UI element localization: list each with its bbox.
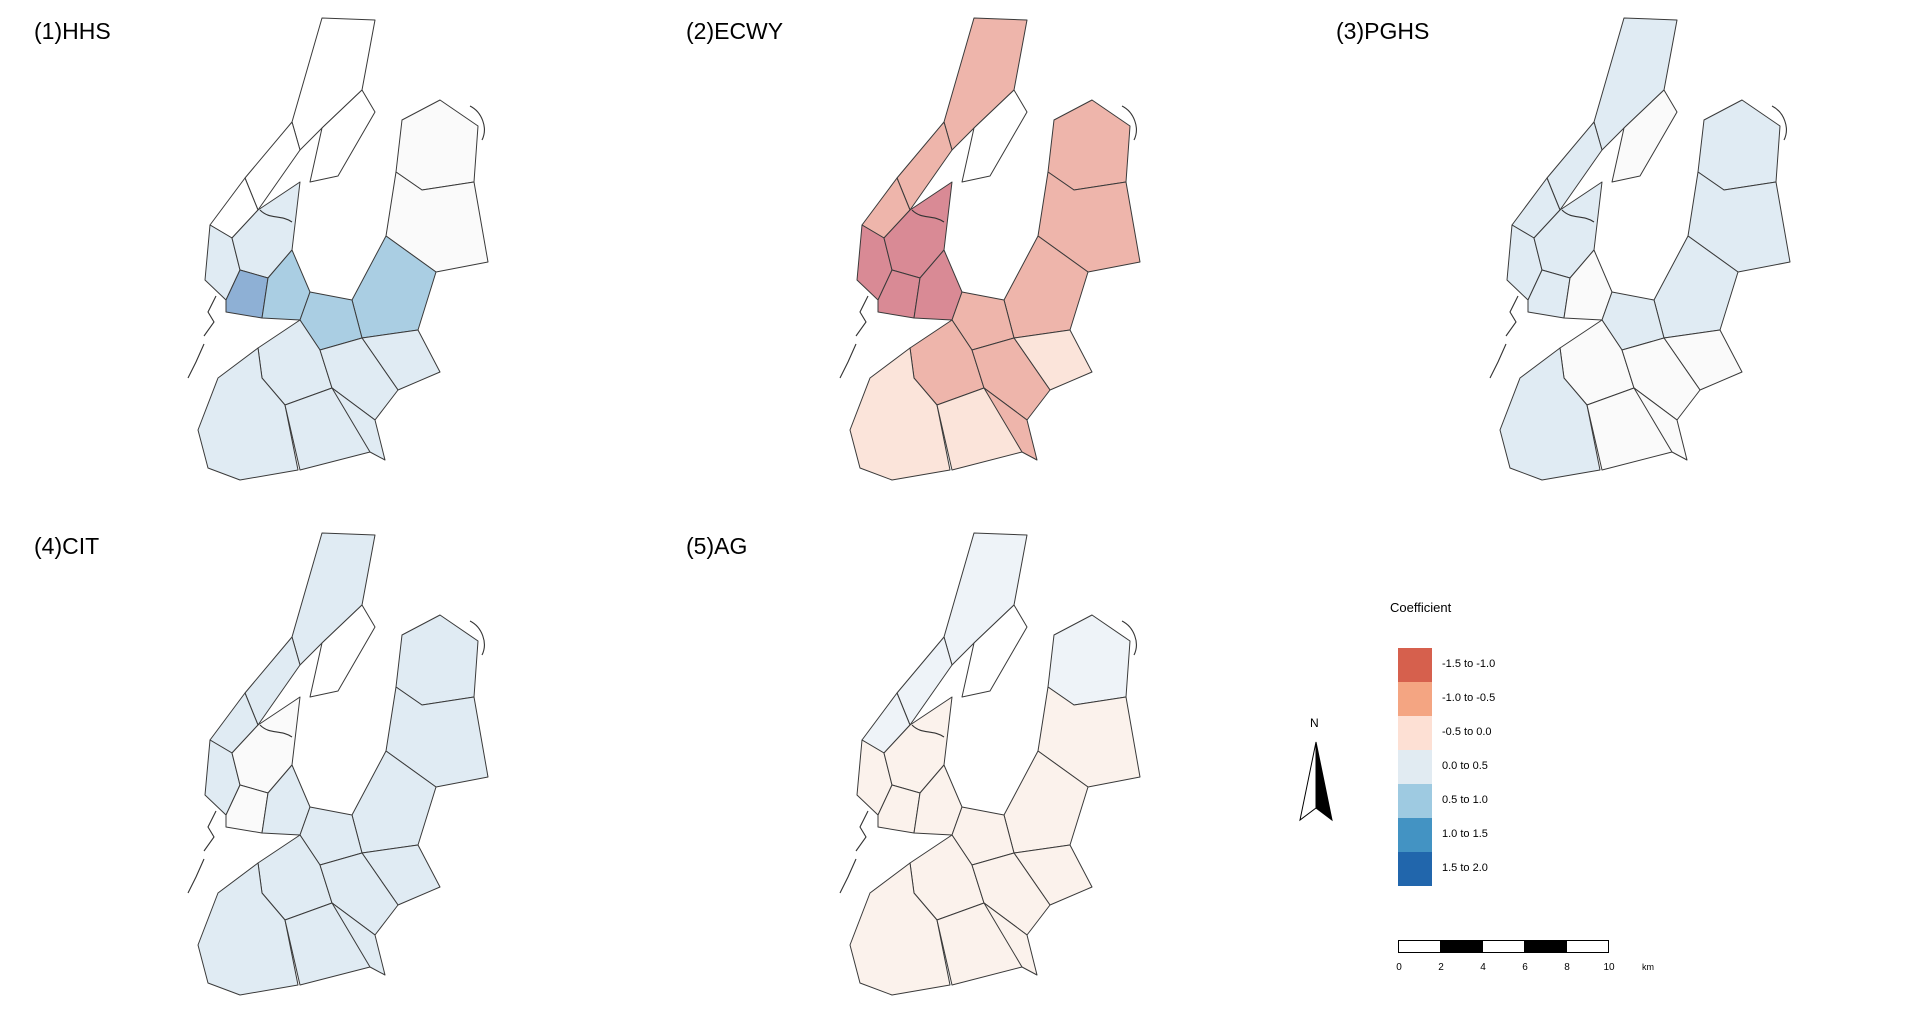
coastline-detail <box>203 810 217 852</box>
legend-item: 0.0 to 0.5 <box>1398 750 1638 784</box>
district-shape <box>849 347 951 481</box>
map-panel-pghs: (3)PGHS <box>1302 0 1920 500</box>
coastline-detail <box>1489 343 1507 379</box>
map-panel-hhs: (1)HHS <box>0 0 640 500</box>
north-label: N <box>1310 716 1319 730</box>
district-shape <box>1611 89 1678 183</box>
district-shape <box>197 347 299 481</box>
district-shape <box>197 862 299 996</box>
district-shape <box>983 387 1038 461</box>
choropleth-map <box>1489 17 1791 481</box>
coastline-detail <box>203 295 217 337</box>
scale-tick-label: 0 <box>1396 962 1402 973</box>
coastline-detail <box>187 343 205 379</box>
district-shape <box>395 99 479 191</box>
legend-label: 1.5 to 2.0 <box>1442 862 1488 874</box>
panel-title: (2)ECWY <box>686 18 784 44</box>
district-shape <box>961 89 1028 183</box>
scale-unit: km <box>1642 962 1654 972</box>
legend: Coefficient -1.5 to -1.0 -1.0 to -0.5 -0… <box>1390 600 1650 890</box>
coastline-detail <box>469 105 485 141</box>
choropleth-map <box>839 17 1141 481</box>
legend-item: 1.5 to 2.0 <box>1398 852 1638 886</box>
scale-tick-label: 2 <box>1438 962 1444 973</box>
choropleth-map <box>187 532 489 996</box>
coastline-detail <box>469 620 485 656</box>
scale-tick-label: 6 <box>1522 962 1528 973</box>
district-shape <box>971 852 1051 936</box>
north-arrow: N <box>1296 716 1340 826</box>
legend-label: -1.0 to -0.5 <box>1442 692 1496 704</box>
coastline-detail <box>1121 620 1137 656</box>
district-shape <box>309 89 376 183</box>
district-shape <box>1633 387 1688 461</box>
coastline-detail <box>187 858 205 894</box>
legend-item: 1.0 to 1.5 <box>1398 818 1638 852</box>
scale-tick-label: 4 <box>1480 962 1486 973</box>
legend-item: -0.5 to 0.0 <box>1398 716 1638 750</box>
district-shape <box>1047 614 1131 706</box>
legend-label: -1.5 to -1.0 <box>1442 658 1496 670</box>
coastline-detail <box>259 724 293 738</box>
legend-swatch <box>1398 852 1432 886</box>
district-shape <box>1499 347 1601 481</box>
legend-item: -1.0 to -0.5 <box>1398 682 1638 716</box>
legend-item: 0.5 to 1.0 <box>1398 784 1638 818</box>
legend-title: Coefficient <box>1390 600 1452 615</box>
map-panel-ecwy: (2)ECWY <box>652 0 1292 500</box>
panel-title: (3)PGHS <box>1336 18 1430 44</box>
district-shape <box>983 902 1038 976</box>
scale-tick-label: 10 <box>1603 962 1615 973</box>
legend-swatch <box>1398 784 1432 818</box>
panel-title: (5)AG <box>686 533 748 559</box>
legend-label: 0.5 to 1.0 <box>1442 794 1488 806</box>
district-shape <box>309 604 376 698</box>
panel-title: (1)HHS <box>34 18 111 44</box>
legend-swatch <box>1398 682 1432 716</box>
district-shape <box>1621 337 1701 421</box>
north-arrow-icon <box>1299 741 1333 822</box>
legend-swatch <box>1398 818 1432 852</box>
legend-swatch <box>1398 750 1432 784</box>
district-shape <box>961 604 1028 698</box>
coastline-detail <box>1505 295 1519 337</box>
map-panel-ag: (5)AG <box>652 515 1292 1015</box>
coastline-detail <box>1561 209 1595 223</box>
district-shape <box>1047 99 1131 191</box>
legend-label: 0.0 to 0.5 <box>1442 760 1488 772</box>
district-shape <box>331 902 386 976</box>
district-shape <box>331 387 386 461</box>
district-shape <box>971 337 1051 421</box>
district-shape <box>319 337 399 421</box>
coastline-detail <box>839 858 857 894</box>
legend-label: -0.5 to 0.0 <box>1442 726 1492 738</box>
coastline-detail <box>855 810 869 852</box>
district-shape <box>319 852 399 936</box>
choropleth-map <box>839 532 1141 996</box>
district-shape <box>849 862 951 996</box>
legend-label: 1.0 to 1.5 <box>1442 828 1488 840</box>
panel-title: (4)CIT <box>34 533 100 559</box>
legend-swatch <box>1398 716 1432 750</box>
coastline-detail <box>1121 105 1137 141</box>
coastline-detail <box>911 724 945 738</box>
scale-tick-label: 8 <box>1564 962 1570 973</box>
district-shape <box>395 614 479 706</box>
map-panel-cit: (4)CIT <box>0 515 640 1015</box>
coastline-detail <box>911 209 945 223</box>
legend-swatch <box>1398 648 1432 682</box>
choropleth-map <box>187 17 489 481</box>
coastline-detail <box>259 209 293 223</box>
coastline-detail <box>855 295 869 337</box>
coastline-detail <box>1771 105 1787 141</box>
scale-bar-graphic <box>1398 940 1609 953</box>
scale-bar: 0 2 4 6 8 10 km <box>1396 938 1678 978</box>
legend-item: -1.5 to -1.0 <box>1398 648 1638 682</box>
coastline-detail <box>839 343 857 379</box>
district-shape <box>1697 99 1781 191</box>
